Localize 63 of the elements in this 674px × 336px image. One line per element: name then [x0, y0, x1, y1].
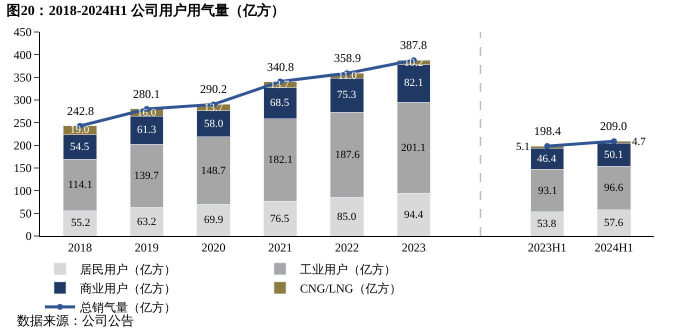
y-tick-label: 400 [14, 48, 32, 62]
data-label: 82.1 [404, 77, 424, 89]
x-tick-label: 2018 [68, 240, 92, 254]
y-tick-label: 350 [14, 70, 32, 85]
data-label: 57.6 [604, 217, 624, 229]
data-label: 50.1 [604, 149, 624, 161]
y-tick-label: 50 [20, 206, 32, 221]
x-tick-label: 2021 [268, 240, 292, 254]
y-tick-label: 100 [14, 184, 32, 198]
legend-label: CNG/LNG（亿方） [300, 282, 402, 296]
data-label: 5.1 [516, 141, 530, 153]
x-tick-label: 2019 [134, 240, 159, 254]
data-label: 16.0 [137, 107, 157, 119]
y-tick-label: 450 [14, 25, 32, 40]
data-label: 54.5 [70, 141, 90, 153]
data-label: 139.7 [134, 170, 160, 182]
data-label: 61.3 [137, 124, 157, 136]
x-tick-label: 2024H1 [594, 240, 634, 254]
data-label: 387.8 [400, 38, 427, 52]
y-tick-label: 150 [14, 161, 32, 176]
data-label: 55.2 [71, 217, 90, 229]
data-label: 290.2 [200, 82, 227, 96]
x-tick-label: 2022 [335, 240, 359, 254]
data-label: 85.0 [337, 211, 357, 223]
data-label: 280.1 [133, 87, 160, 101]
data-label: 93.1 [538, 185, 558, 197]
chart-title: 图20：2018-2024H1 公司用户用气量（亿方） [6, 2, 285, 19]
y-tick-label: 0 [26, 229, 32, 244]
legend-label: 总销气量（亿方） [79, 300, 176, 315]
data-label: 68.5 [270, 97, 290, 109]
x-tick-label: 2023H1 [528, 240, 567, 254]
data-label: 209.0 [600, 119, 627, 133]
point [544, 143, 550, 150]
data-label: 46.4 [537, 153, 557, 165]
y-tick-label: 300 [14, 93, 32, 108]
x-tick-label: 2023 [402, 240, 426, 254]
data-label: 114.1 [68, 179, 92, 191]
data-label: 242.8 [67, 104, 94, 118]
source-note: 数据来源：公司公告 [17, 313, 134, 328]
data-label: 96.6 [604, 182, 624, 194]
x-tick-label: 2020 [202, 240, 226, 254]
data-label: 63.2 [137, 216, 156, 228]
legend-label: 居民用户（亿方） [80, 262, 176, 277]
data-label: 340.8 [267, 60, 294, 74]
legend-label: 工业用户（亿方） [300, 262, 396, 277]
y-tick-label: 200 [14, 138, 32, 153]
data-label: 76.5 [270, 213, 290, 225]
legend-label: 商业用户（亿方） [80, 282, 176, 296]
data-label: 69.9 [204, 214, 224, 226]
data-label: 19.0 [70, 124, 90, 136]
data-label: 75.3 [337, 89, 357, 101]
data-label: 201.1 [401, 142, 426, 154]
data-label: 58.0 [204, 118, 224, 130]
data-label: 4.7 [632, 136, 646, 148]
data-label: 182.1 [268, 154, 293, 166]
data-label: 94.4 [404, 209, 424, 221]
data-label: 198.4 [534, 124, 561, 138]
point [610, 138, 617, 144]
y-tick-label: 250 [14, 116, 32, 130]
data-label: 148.7 [201, 165, 226, 177]
data-label: 53.8 [537, 218, 557, 230]
data-label: 187.6 [335, 149, 360, 161]
data-label: 358.9 [334, 51, 361, 65]
